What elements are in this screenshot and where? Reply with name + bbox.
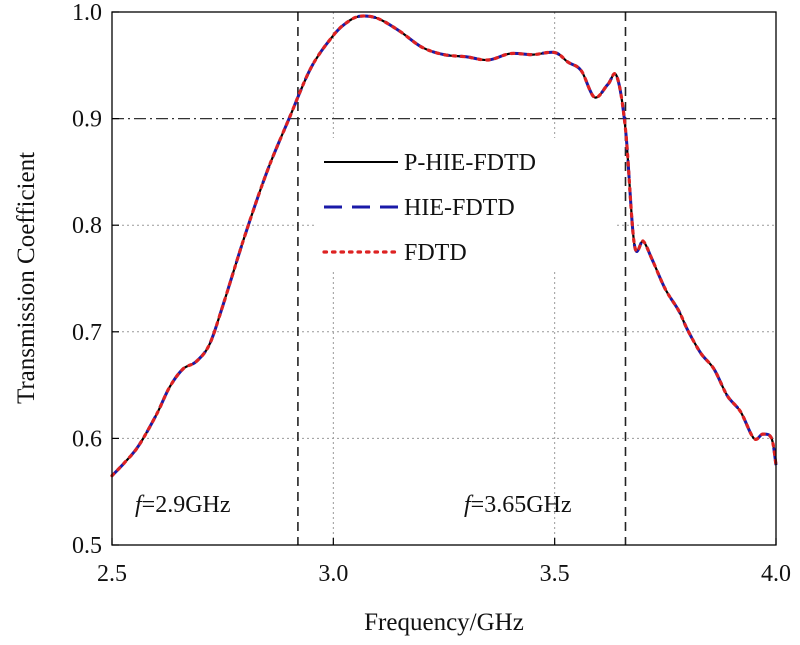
plot-frame (111, 11, 777, 546)
y-tick-label: 0.7 (72, 320, 102, 346)
y-axis-title: Transmission Coefficient (13, 152, 40, 404)
reference-lines (112, 12, 776, 545)
annotation-f1-italic: f (135, 492, 145, 518)
y-tick-label: 0.9 (72, 107, 102, 133)
x-tick-label: 3.5 (540, 561, 570, 587)
x-tick-label: 4.0 (761, 561, 791, 587)
legend-box (316, 138, 616, 270)
legend-label-p-hie-fdtd: P-HIE-FDTD (404, 150, 536, 176)
y-tick-label: 1.0 (72, 0, 102, 26)
legend-label-fdtd: FDTD (404, 240, 467, 266)
annotation-f2-italic: f (464, 492, 474, 518)
annotation-f1-text: =2.9GHz (142, 492, 231, 518)
annotation-f2: f=3.65GHz (464, 492, 572, 518)
y-tick-label: 0.6 (72, 426, 102, 452)
series-layer (110, 14, 778, 478)
y-tick-label: 0.5 (72, 533, 102, 559)
x-tick-label: 3.0 (318, 561, 348, 587)
annotation-f2-text: =3.65GHz (471, 492, 572, 518)
x-tick-label: 2.5 (97, 561, 127, 587)
annotation-f1: f=2.9GHz (135, 492, 231, 518)
tick-layer: 0.5 0.6 0.7 0.8 0.9 1.0 2.5 3.0 3.5 4.0 (72, 0, 791, 587)
x-axis-title: Frequency/GHz (364, 609, 524, 636)
legend: P-HIE-FDTD HIE-FDTD FDTD (316, 138, 616, 270)
legend-label-hie-fdtd: HIE-FDTD (404, 195, 515, 221)
grid-layer (112, 12, 776, 545)
series-line-fdtd (110, 14, 778, 478)
y-tick-label: 0.8 (72, 213, 102, 239)
